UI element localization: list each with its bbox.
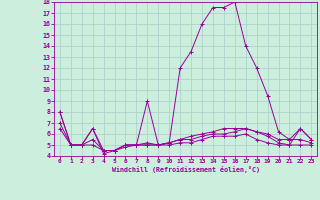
X-axis label: Windchill (Refroidissement éolien,°C): Windchill (Refroidissement éolien,°C) [112, 166, 260, 173]
